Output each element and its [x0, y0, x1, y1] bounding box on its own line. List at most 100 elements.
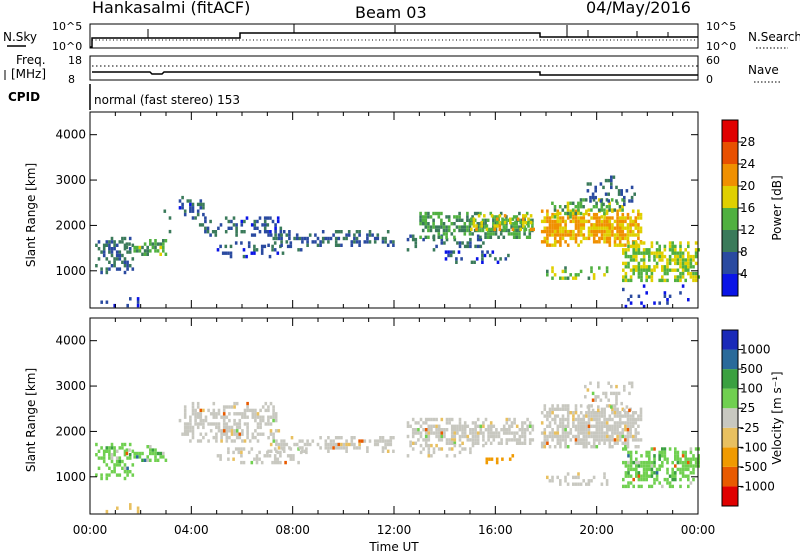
velocity-cell-1	[108, 473, 111, 477]
power-cell-7	[288, 233, 291, 237]
velocity-cell-3	[230, 429, 234, 433]
velocity-cell-11	[624, 471, 628, 475]
velocity-cell-8	[608, 428, 612, 432]
power-cell-10	[522, 217, 525, 221]
velocity-cell-6	[453, 428, 457, 432]
power-cell-12	[595, 223, 599, 227]
power-cell-5	[204, 216, 207, 220]
power-cell-9	[489, 235, 493, 239]
velocity-cell-8	[611, 428, 614, 432]
power-cell-13	[592, 198, 596, 202]
power-cell-13	[571, 211, 575, 216]
velocity-cell-9	[597, 381, 600, 385]
velocity-cell-5	[345, 442, 348, 447]
velocity-cell-11	[653, 471, 656, 475]
velocity-cell-8	[540, 441, 544, 445]
power-cell-10	[498, 227, 502, 232]
velocity-colorbar-label-6: 500	[740, 362, 763, 376]
power-cell-16	[676, 258, 680, 262]
power-cell-8	[432, 237, 436, 242]
power-cell-12	[559, 236, 562, 241]
power-cell-12	[634, 216, 638, 220]
power-cell-2	[125, 245, 129, 250]
power-cell-1	[128, 236, 132, 241]
power-cell-16	[687, 261, 690, 266]
velocity-cell-1	[95, 473, 98, 477]
velocity-cell-11	[661, 454, 664, 458]
power-cell-16	[668, 241, 672, 245]
power-cell-7	[280, 233, 283, 237]
power-cell-5	[276, 216, 280, 220]
velocity-cell-8	[611, 438, 614, 442]
power-cell-5	[269, 216, 272, 220]
power-cell-9	[463, 222, 467, 226]
power-cell-12	[637, 229, 640, 234]
velocity-cell-6	[513, 421, 516, 425]
velocity-cell-6	[450, 424, 454, 428]
power-cell-4	[189, 199, 192, 203]
velocity-cell-6	[508, 424, 511, 428]
velocity-cell-3	[204, 415, 208, 419]
power-cell-10	[516, 217, 520, 221]
velocity-cell-3	[212, 422, 216, 426]
velocity-cell-6	[508, 438, 511, 442]
power-cell-9	[460, 218, 464, 222]
velocity-cell-6	[528, 424, 532, 428]
velocity-cell-11	[624, 447, 628, 451]
velocity-cell-5	[269, 449, 273, 453]
velocity-cell-6	[476, 434, 480, 439]
velocity-cell-11	[663, 477, 667, 482]
velocity-cell-11	[658, 457, 661, 461]
velocity-cell-3	[256, 412, 260, 416]
power-colorbar-swatch-1	[722, 252, 738, 274]
velocity-cell-1	[123, 453, 127, 457]
velocity-cell-8	[621, 407, 625, 411]
velocity-cell-9	[610, 391, 613, 396]
power-cell-13	[566, 211, 570, 216]
velocity-cell-11	[635, 457, 638, 461]
velocity-cell-6	[414, 428, 418, 432]
velocity-cell-11	[624, 460, 628, 465]
velocity-cell-5	[386, 442, 390, 447]
power-cell-13	[600, 205, 604, 209]
power-cell-5	[266, 223, 270, 227]
power-cell-12	[629, 219, 632, 224]
power-cell-9	[432, 218, 435, 222]
velocity-cell-6	[453, 424, 457, 428]
power-cell-1	[105, 240, 109, 244]
velocity-cell-3	[207, 439, 210, 443]
power-cell-6	[234, 241, 238, 245]
power-cell-7	[355, 230, 359, 234]
velocity-cell-11	[661, 464, 664, 468]
velocity-cell-3	[256, 422, 260, 426]
velocity-cell-11	[648, 467, 651, 472]
power-cell-12	[621, 226, 625, 230]
power-cell-12	[634, 223, 638, 227]
nave-label: Nave	[748, 63, 779, 77]
power-cell-0	[136, 303, 140, 308]
velocity-cell-8	[556, 441, 560, 445]
velocity-cell-5	[337, 442, 341, 447]
power-cell-2	[162, 245, 165, 250]
velocity-cell-1	[115, 456, 119, 460]
power-cell-12	[574, 209, 578, 213]
velocity-cell-6	[432, 424, 436, 428]
power-cell-12	[603, 223, 606, 227]
velocity-cell-3	[272, 432, 275, 436]
power-cell-12	[551, 226, 554, 230]
velocity-cell-3	[246, 429, 249, 433]
power-cell-12	[608, 226, 612, 230]
velocity-cell-4	[258, 457, 261, 461]
power-cell-1	[108, 260, 111, 264]
power-cell-6	[271, 244, 274, 249]
velocity-cell-8	[556, 428, 560, 432]
velocity-cell-11	[666, 467, 669, 472]
velocity-cell-6	[445, 438, 449, 442]
power-cell-16	[658, 244, 661, 249]
power-cell-9	[505, 225, 508, 229]
velocity-cell-3	[194, 418, 197, 423]
velocity-cell-6	[424, 421, 428, 425]
velocity-cell-11	[627, 481, 630, 485]
power-cell-16	[687, 251, 690, 255]
power-cell-9	[466, 211, 469, 216]
